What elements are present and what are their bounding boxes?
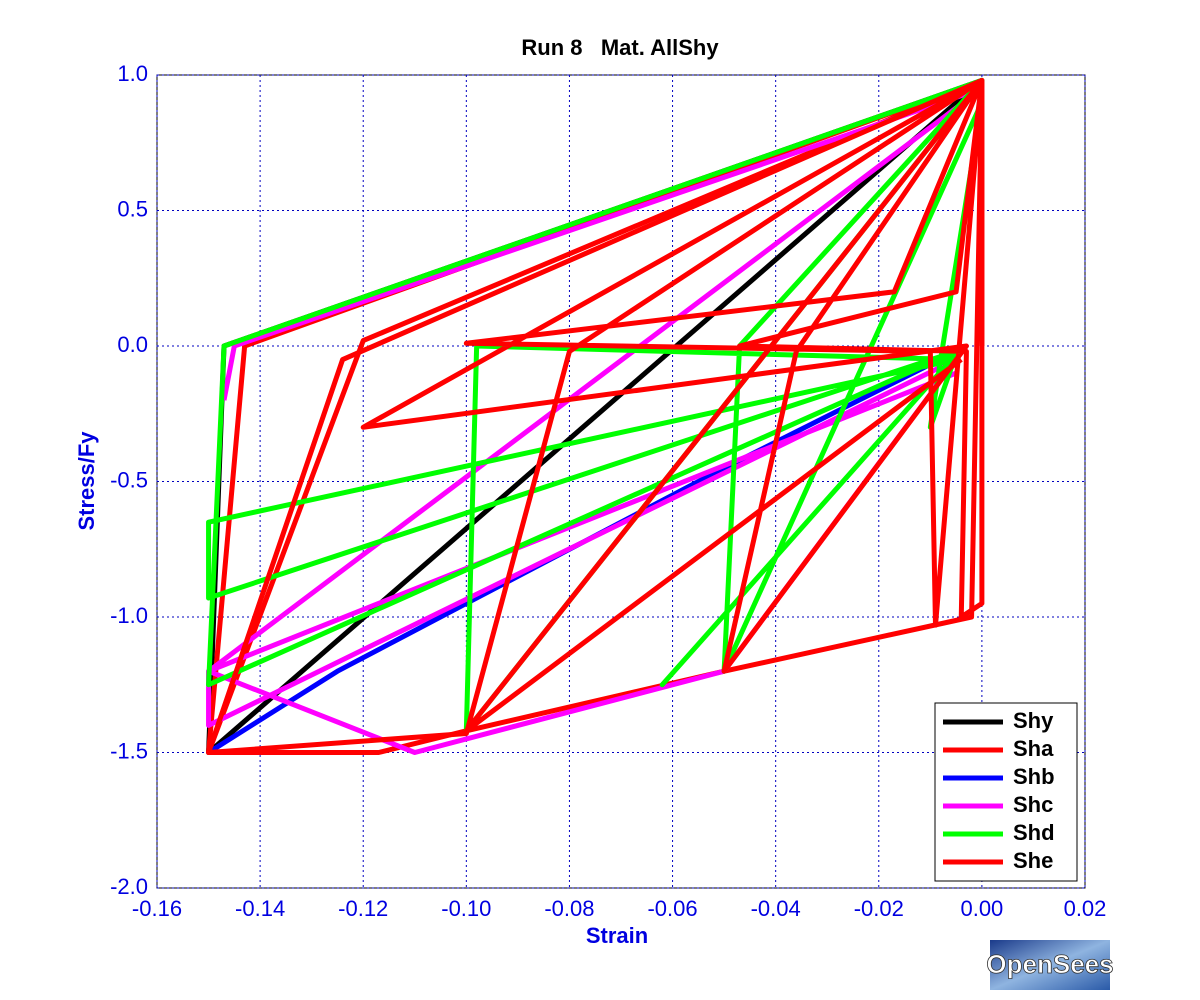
y-tick-label: 0.5 — [117, 196, 148, 221]
y-tick-label: -1.0 — [110, 603, 148, 628]
legend-box — [934, 702, 1078, 882]
series-line — [206, 86, 985, 755]
x-tick-label: -0.14 — [235, 896, 285, 921]
logo-text: OpenSees — [986, 949, 1113, 979]
series-line — [207, 349, 958, 755]
legend-label: Shy — [1013, 708, 1054, 733]
y-tick-label: 1.0 — [117, 61, 148, 86]
x-axis-label: Strain — [586, 923, 648, 948]
legend-label: Shd — [1013, 820, 1055, 845]
x-tick-label: 0.02 — [1064, 896, 1107, 921]
chart-title: Run 8 Mat. AllShy — [521, 35, 719, 60]
x-tick-label: -0.08 — [544, 896, 594, 921]
legend-label: She — [1013, 848, 1053, 873]
x-tick-label: -0.04 — [751, 896, 801, 921]
x-tick-label: -0.06 — [647, 896, 697, 921]
legend-label: Sha — [1013, 736, 1054, 761]
y-tick-label: -2.0 — [110, 874, 148, 899]
legend-label: Shc — [1013, 792, 1053, 817]
x-tick-label: 0.00 — [960, 896, 1003, 921]
x-tick-label: -0.16 — [132, 896, 182, 921]
y-tick-label: 0.0 — [117, 332, 148, 357]
y-axis-label: Stress/Fy — [74, 431, 99, 531]
x-tick-label: -0.12 — [338, 896, 388, 921]
y-tick-label: -0.5 — [110, 467, 148, 492]
legend-label: Shb — [1013, 764, 1055, 789]
y-tick-label: -1.5 — [110, 738, 148, 763]
x-tick-label: -0.10 — [441, 896, 491, 921]
logo — [990, 940, 1110, 990]
series-line — [206, 77, 985, 755]
x-tick-label: -0.02 — [854, 896, 904, 921]
